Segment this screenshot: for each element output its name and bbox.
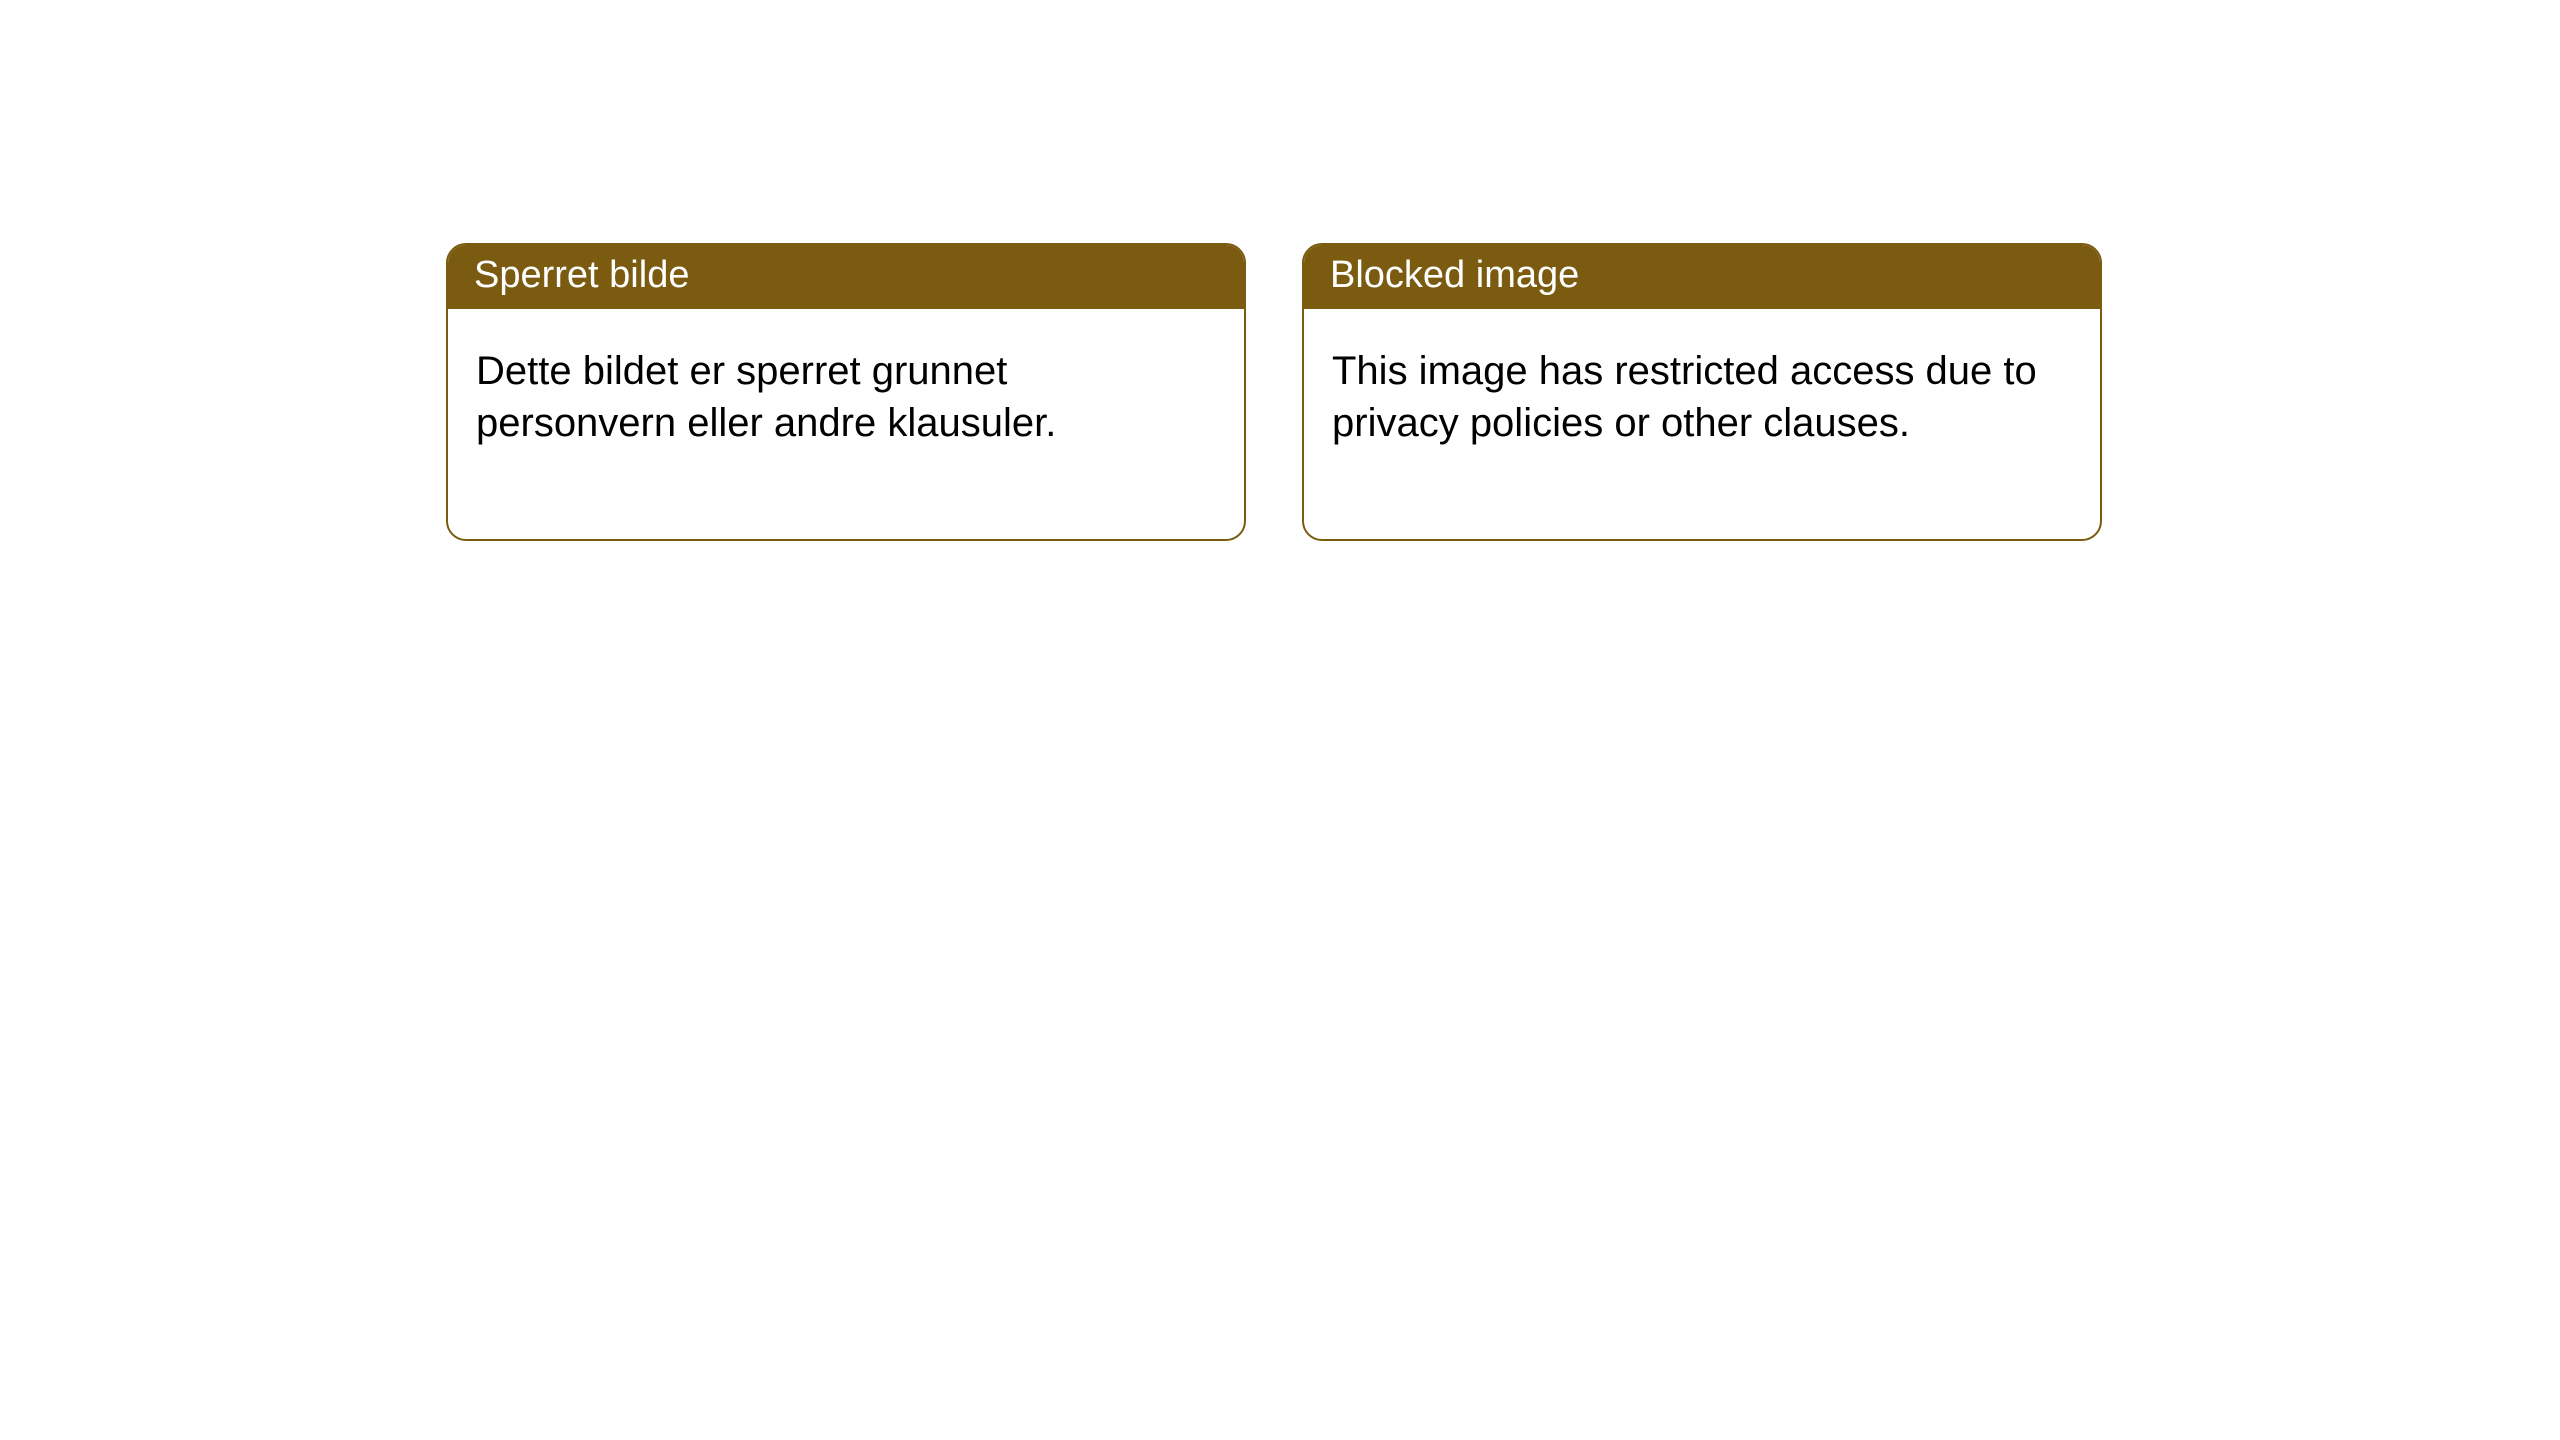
notice-card-english: Blocked image This image has restricted … <box>1302 243 2102 541</box>
notice-card-body: Dette bildet er sperret grunnet personve… <box>448 309 1244 539</box>
notice-card-body: This image has restricted access due to … <box>1304 309 2100 539</box>
notice-card-title: Blocked image <box>1304 245 2100 309</box>
notice-card-title: Sperret bilde <box>448 245 1244 309</box>
notice-card-norwegian: Sperret bilde Dette bildet er sperret gr… <box>446 243 1246 541</box>
notice-container: Sperret bilde Dette bildet er sperret gr… <box>0 0 2560 541</box>
